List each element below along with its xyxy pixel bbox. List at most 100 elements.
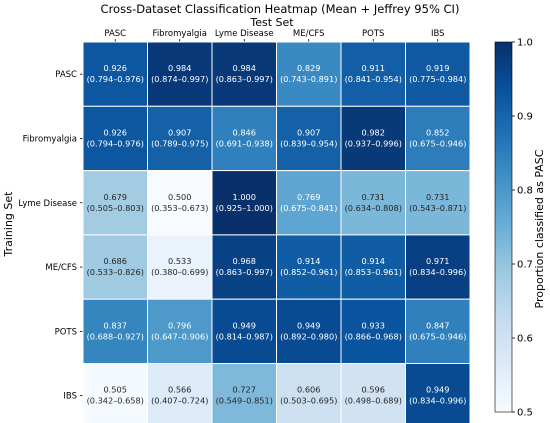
- cell-ci-label: (0.852–0.961): [280, 267, 337, 277]
- cell-ci-label: (0.863–0.997): [216, 74, 273, 84]
- cell-value-label: 0.852: [426, 127, 449, 137]
- cell-value-label: 0.500: [168, 192, 191, 202]
- cell-ci-label: (0.834–0.996): [409, 267, 466, 277]
- heatmap-cell: [211, 298, 277, 365]
- cell-value-label: 0.731: [426, 192, 449, 202]
- cell-value-label: 0.505: [104, 385, 127, 395]
- cell-value-label: 0.914: [297, 256, 320, 266]
- cell-ci-label: (0.675–0.946): [409, 138, 466, 148]
- cell-value-label: 0.984: [233, 63, 256, 73]
- heatmap-cell: [147, 298, 213, 365]
- cell-value-label: 0.911: [362, 63, 385, 73]
- cell-ci-label: (0.691–0.938): [216, 138, 273, 148]
- x-tick-labels: PASC Fibromyalgia Lyme Disease ME/CFS POTS IB…: [104, 29, 445, 42]
- cell-ci-label: (0.675–0.841): [280, 203, 337, 213]
- heatmap-cell: [82, 41, 148, 107]
- cell-ci-label: (0.794–0.976): [87, 74, 144, 84]
- cell-ci-label: (0.866–0.968): [345, 331, 402, 341]
- cell-value-label: 0.727: [233, 385, 256, 395]
- cell-ci-label: (0.675–0.946): [409, 331, 466, 341]
- colorbar-tick-label: 0.8: [517, 186, 533, 197]
- y-tick-label: ME/CFS: [45, 263, 77, 273]
- cell-value-label: 0.679: [104, 192, 127, 202]
- cell-ci-label: (0.498–0.689): [345, 396, 402, 406]
- x-tick-label: Lyme Disease: [215, 29, 274, 39]
- x-tick-label: Fibromyalgia: [153, 29, 207, 39]
- cell-value-label: 1.000: [233, 192, 256, 202]
- cell-value-label: 0.982: [362, 127, 385, 137]
- cell-value-label: 0.919: [426, 63, 449, 73]
- heatmap-cell: [211, 105, 277, 172]
- heatmap-cell: [147, 234, 213, 300]
- colorbar-tick-label: 1.0: [517, 38, 533, 49]
- cell-value-label: 0.731: [362, 192, 385, 202]
- x-tick-label: POTS: [362, 29, 384, 39]
- heatmap-cell: [276, 41, 342, 107]
- cell-ci-label: (0.407–0.724): [151, 396, 208, 406]
- heatmap-cell: [82, 105, 148, 172]
- cell-value-label: 0.926: [104, 63, 127, 73]
- colorbar-label: Proportion classified as PASC: [533, 149, 546, 308]
- heatmap-cell: [276, 234, 342, 300]
- cell-value-label: 0.984: [168, 63, 191, 73]
- cell-ci-label: (0.775–0.984): [409, 74, 466, 84]
- heatmap-cell: [276, 170, 342, 236]
- cell-ci-label: (0.342–0.658): [87, 396, 144, 406]
- cell-value-label: 0.949: [426, 385, 449, 395]
- cell-ci-label: (0.353–0.673): [151, 203, 208, 213]
- chart-title: Cross-Dataset Classification Heatmap (Me…: [101, 2, 460, 16]
- cell-ci-label: (0.853–0.961): [345, 267, 402, 277]
- cell-ci-label: (0.863–0.997): [216, 267, 273, 277]
- cell-value-label: 0.914: [362, 256, 385, 266]
- cell-ci-label: (0.380–0.699): [151, 267, 208, 277]
- cell-ci-label: (0.839–0.954): [280, 138, 337, 148]
- cell-value-label: 0.606: [297, 385, 320, 395]
- heatmap-cell: [276, 105, 342, 172]
- cell-ci-label: (0.543–0.871): [409, 203, 466, 213]
- heatmap-cell: [405, 234, 471, 300]
- cell-ci-label: (0.834–0.996): [409, 396, 466, 406]
- cell-value-label: 0.829: [297, 63, 320, 73]
- cell-ci-label: (0.937–0.996): [345, 138, 402, 148]
- colorbar-tick-label: 0.9: [517, 112, 533, 123]
- heatmap-cell: [147, 41, 213, 107]
- cell-value-label: 0.533: [168, 256, 191, 266]
- cell-ci-label: (0.841–0.954): [345, 74, 402, 84]
- cell-value-label: 0.949: [297, 320, 320, 330]
- cell-value-label: 0.949: [233, 320, 256, 330]
- cell-value-label: 0.933: [362, 320, 385, 330]
- colorbar-tick-label: 0.7: [517, 260, 533, 271]
- y-tick-label: IBS: [63, 392, 77, 402]
- colorbar-tick-label: 0.5: [517, 408, 533, 419]
- cell-value-label: 0.796: [168, 320, 191, 330]
- x-tick-label: IBS: [431, 29, 445, 39]
- y-tick-label: Lyme Disease: [18, 199, 77, 209]
- cell-ci-label: (0.647–0.906): [151, 331, 208, 341]
- cell-value-label: 0.566: [168, 385, 191, 395]
- heatmap-cells: 0.926(0.794–0.976)0.984(0.874–0.997)0.98…: [82, 41, 471, 423]
- cell-ci-label: (0.688–0.927): [87, 331, 144, 341]
- cell-ci-label: (0.925–1.000): [216, 203, 273, 213]
- x-tick-label: PASC: [104, 29, 126, 39]
- cell-ci-label: (0.789–0.975): [151, 138, 208, 148]
- cell-ci-label: (0.634–0.808): [345, 203, 402, 213]
- cell-value-label: 0.926: [104, 127, 127, 137]
- heatmap-cell: [211, 41, 277, 107]
- cell-value-label: 0.596: [362, 385, 385, 395]
- cell-ci-label: (0.892–0.980): [280, 331, 337, 341]
- colorbar: 0.5 0.6 0.7 0.8 0.9 1.0: [494, 38, 533, 419]
- y-tick-labels: PASC Fibromyalgia Lyme Disease ME/CFS POTS IB…: [18, 70, 83, 402]
- cell-value-label: 0.971: [426, 256, 449, 266]
- cell-ci-label: (0.814–0.987): [216, 331, 273, 341]
- y-tick-label: POTS: [55, 327, 77, 337]
- heatmap-cell: [340, 105, 406, 172]
- cell-value-label: 0.686: [104, 256, 127, 266]
- y-axis-title: Training Set: [2, 191, 15, 258]
- heatmap-cell: [405, 105, 471, 172]
- cell-value-label: 0.837: [104, 320, 127, 330]
- colorbar-tick-label: 0.6: [517, 334, 533, 345]
- cell-ci-label: (0.794–0.976): [87, 138, 144, 148]
- x-axis-title: Test Set: [249, 16, 294, 29]
- cell-ci-label: (0.743–0.891): [280, 74, 337, 84]
